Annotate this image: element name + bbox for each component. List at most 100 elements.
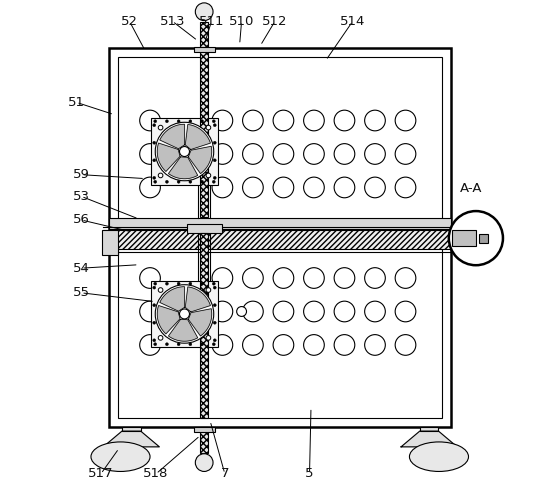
- Circle shape: [212, 177, 233, 198]
- Polygon shape: [103, 431, 160, 447]
- Circle shape: [273, 301, 294, 322]
- Polygon shape: [157, 143, 180, 171]
- Circle shape: [165, 180, 169, 183]
- Circle shape: [189, 343, 192, 346]
- Circle shape: [395, 177, 416, 198]
- Circle shape: [180, 309, 190, 319]
- Circle shape: [158, 125, 163, 130]
- Bar: [194, 47, 214, 52]
- Circle shape: [140, 268, 160, 289]
- Circle shape: [153, 286, 156, 289]
- Circle shape: [189, 282, 192, 285]
- Circle shape: [153, 124, 156, 127]
- Text: 512: 512: [262, 14, 288, 28]
- Circle shape: [273, 177, 294, 198]
- Bar: [200, 233, 208, 418]
- Circle shape: [153, 304, 156, 306]
- Polygon shape: [189, 309, 211, 336]
- Bar: [453, 230, 476, 246]
- Circle shape: [334, 144, 355, 164]
- Circle shape: [213, 159, 217, 162]
- Circle shape: [243, 110, 263, 131]
- Circle shape: [304, 268, 324, 289]
- Circle shape: [212, 180, 215, 183]
- Circle shape: [273, 144, 294, 164]
- Circle shape: [189, 180, 192, 183]
- Circle shape: [213, 176, 217, 179]
- Circle shape: [395, 144, 416, 164]
- Bar: [200, 22, 208, 47]
- Text: 5: 5: [305, 467, 314, 481]
- Circle shape: [180, 147, 190, 156]
- Circle shape: [177, 282, 180, 285]
- Bar: [420, 427, 439, 431]
- Text: 56: 56: [73, 213, 90, 226]
- Circle shape: [212, 120, 215, 123]
- Bar: [187, 224, 223, 233]
- Circle shape: [449, 211, 503, 265]
- Polygon shape: [160, 124, 185, 148]
- Text: 514: 514: [340, 14, 365, 28]
- Circle shape: [243, 177, 263, 198]
- Circle shape: [364, 144, 386, 164]
- Bar: [109, 48, 451, 427]
- Text: 511: 511: [199, 14, 224, 28]
- Circle shape: [154, 343, 157, 346]
- Circle shape: [154, 120, 157, 123]
- Circle shape: [237, 306, 247, 316]
- Circle shape: [213, 141, 217, 144]
- Circle shape: [195, 3, 213, 21]
- Polygon shape: [169, 157, 198, 179]
- Circle shape: [212, 110, 233, 131]
- Circle shape: [206, 336, 211, 340]
- Circle shape: [395, 301, 416, 322]
- Text: 517: 517: [88, 467, 114, 481]
- Bar: [103, 230, 457, 249]
- Circle shape: [153, 339, 156, 342]
- Circle shape: [334, 301, 355, 322]
- Circle shape: [212, 282, 215, 285]
- Circle shape: [200, 120, 204, 123]
- Circle shape: [212, 268, 233, 289]
- Circle shape: [243, 268, 263, 289]
- Circle shape: [158, 173, 163, 178]
- Circle shape: [273, 335, 294, 355]
- Circle shape: [153, 321, 156, 324]
- Text: A-A: A-A: [460, 182, 482, 195]
- Circle shape: [153, 176, 156, 179]
- Bar: [122, 427, 141, 431]
- Circle shape: [177, 180, 180, 183]
- Circle shape: [243, 335, 263, 355]
- Circle shape: [395, 268, 416, 289]
- Polygon shape: [160, 287, 185, 311]
- Circle shape: [177, 120, 180, 123]
- Text: 510: 510: [229, 14, 254, 28]
- Circle shape: [213, 286, 217, 289]
- Circle shape: [304, 177, 324, 198]
- Circle shape: [189, 120, 192, 123]
- Circle shape: [153, 159, 156, 162]
- Circle shape: [212, 301, 233, 322]
- Bar: [194, 427, 214, 432]
- Polygon shape: [185, 287, 210, 312]
- Text: 59: 59: [73, 168, 90, 181]
- Circle shape: [206, 288, 211, 293]
- Circle shape: [140, 177, 160, 198]
- Circle shape: [304, 335, 324, 355]
- Circle shape: [364, 335, 386, 355]
- Text: 51: 51: [68, 96, 85, 109]
- Text: 513: 513: [160, 14, 185, 28]
- Polygon shape: [157, 305, 180, 334]
- Circle shape: [206, 125, 211, 130]
- Ellipse shape: [410, 442, 469, 471]
- Circle shape: [243, 144, 263, 164]
- Polygon shape: [189, 147, 211, 174]
- Circle shape: [213, 304, 217, 306]
- Circle shape: [334, 110, 355, 131]
- Bar: [151, 281, 218, 347]
- Ellipse shape: [91, 442, 150, 471]
- Circle shape: [158, 336, 163, 340]
- Circle shape: [334, 177, 355, 198]
- Text: 55: 55: [73, 286, 90, 299]
- Circle shape: [153, 141, 156, 144]
